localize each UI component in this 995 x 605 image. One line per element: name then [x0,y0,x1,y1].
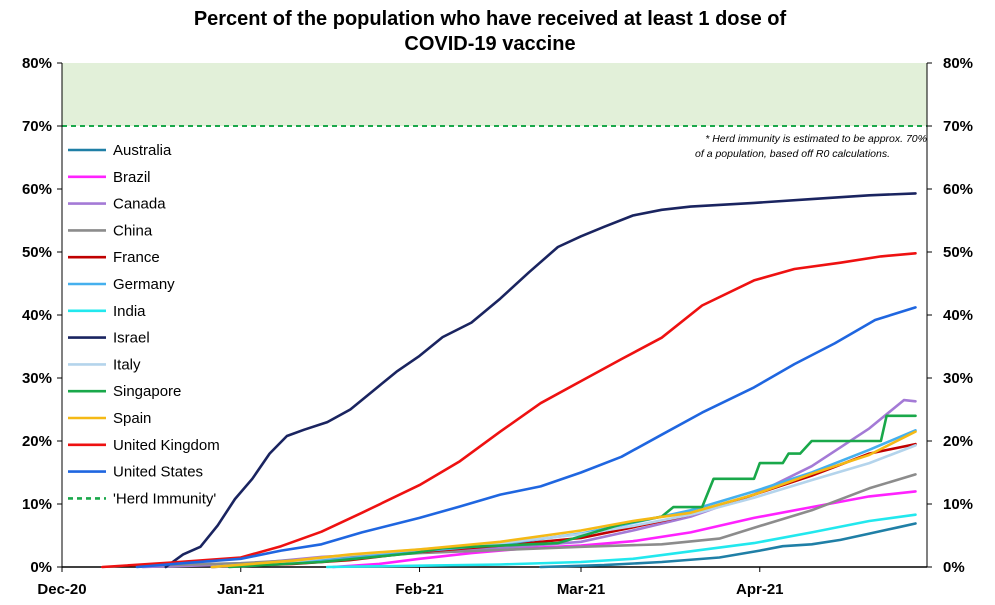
series-line-india [326,513,917,569]
y-tick-label-left: 0% [30,559,52,576]
legend-label-australia: Australia [113,142,172,159]
series-line-australia [539,522,917,569]
x-tick-label: Apr-21 [736,581,784,598]
legend-label-germany: Germany [113,276,175,293]
y-tick-label-left: 40% [22,307,52,324]
x-tick-label: Jan-21 [217,581,265,598]
legend-label-india: India [113,303,146,320]
legend-label-israel: Israel [113,330,150,347]
y-tick-label-left: 20% [22,433,52,450]
y-tick-label-right: 60% [943,181,973,198]
legend-label-singapore: Singapore [113,383,181,400]
chart-title-line-2: COVID-19 vaccine [404,33,575,55]
x-tick-label: Mar-21 [557,581,605,598]
herd-immunity-zone [62,63,927,126]
y-tick-label-right: 50% [943,244,973,261]
y-tick-label-left: 60% [22,181,52,198]
y-tick-label-left: 50% [22,244,52,261]
legend-label-herd-immunity: 'Herd Immunity' [113,490,216,507]
y-tick-label-right: 80% [943,55,973,72]
x-tick-label: Feb-21 [395,581,443,598]
y-tick-label-right: 40% [943,307,973,324]
herd-note-line-1: * Herd immunity is estimated to be appro… [705,133,927,145]
y-tick-label-right: 30% [943,370,973,387]
y-tick-label-left: 30% [22,370,52,387]
legend-label-italy: Italy [113,356,141,373]
series-line-united-kingdom [101,252,917,569]
legend-label-united-states: United States [113,464,203,481]
legend-label-france: France [113,249,160,266]
legend-label-spain: Spain [113,410,151,427]
y-tick-label-right: 70% [943,118,973,135]
y-tick-label-left: 70% [22,118,52,135]
series-line-israel [164,192,917,569]
legend-label-united-kingdom: United Kingdom [113,437,220,454]
series-line-spain [210,430,917,569]
y-tick-label-left: 80% [22,55,52,72]
x-tick-label: Dec-20 [37,581,86,598]
y-tick-label-left: 10% [22,496,52,513]
legend-label-brazil: Brazil [113,169,151,186]
series-line-united-states [135,306,917,569]
y-tick-label-right: 10% [943,496,973,513]
legend-label-china: China [113,222,153,239]
herd-note-line-2: of a population, based off R0 calculatio… [695,148,890,160]
legend-label-canada: Canada [113,196,166,213]
y-tick-label-right: 0% [943,559,965,576]
y-tick-label-right: 20% [943,433,973,450]
chart-title-line-1: Percent of the population who have recei… [194,8,787,30]
